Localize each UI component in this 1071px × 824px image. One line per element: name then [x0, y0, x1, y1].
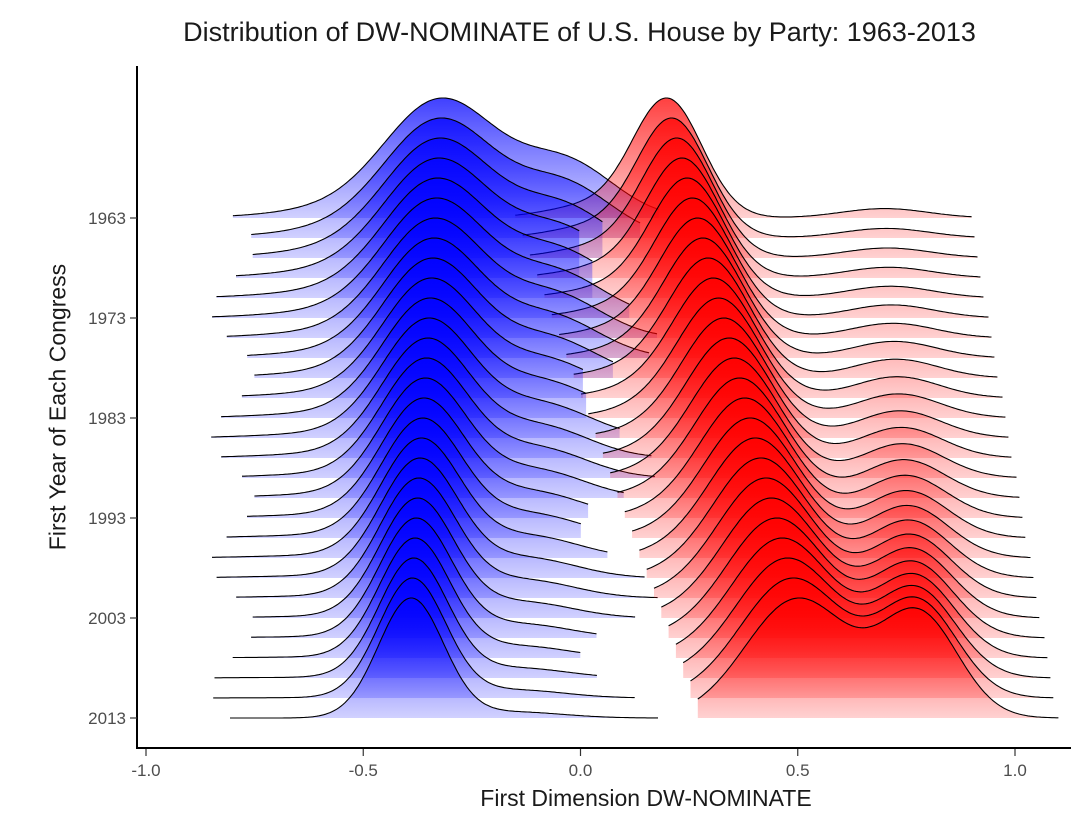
democrat-ridge-outline-1995: [226, 417, 581, 538]
republican-ridge-outline-1997: [639, 437, 1031, 559]
axes-layer: -1.0 -0.5 0.0 0.5 1.0 1963 1973 1983 1993 2003 201…: [88, 66, 1071, 780]
republican-ridge-outline-1965: [522, 117, 975, 238]
democrat-ridge-outline-1971: [216, 177, 593, 298]
republican-ridge-outline-1985: [595, 317, 1009, 438]
republican-ridge-outline-1991: [617, 377, 1020, 498]
x-tick-label: 1.0: [1003, 761, 1027, 780]
republican-ridge-outline-2013: [697, 597, 1059, 719]
x-tick-label: 0.0: [569, 761, 593, 780]
democrat-ridge-outline-1983: [221, 297, 587, 418]
democrat-ridge-outline-1973: [212, 197, 630, 318]
democrat-ridge-outline-1965: [251, 117, 641, 236]
ridges-layer: [211, 97, 1059, 719]
republican-ridge-outline-2011: [690, 577, 1054, 699]
democrat-ridge-outline-2013: [230, 597, 658, 719]
democrat-ridge-outline-1987: [221, 337, 652, 458]
republican-ridge-outline-1995: [631, 417, 1026, 538]
democrat-ridge-outline-2009: [214, 557, 597, 679]
y-tick-label: 2013: [88, 709, 126, 728]
democrat-ridge-outline-2007: [232, 537, 581, 659]
republican-ridge-outline-1993: [624, 397, 1023, 518]
democrat-ridge-2013: [230, 598, 658, 718]
x-axis-title: First Dimension DW-NOMINATE: [480, 785, 812, 811]
democrat-ridge-outline-1999: [216, 457, 645, 578]
y-tick-label: 1973: [88, 309, 126, 328]
democrat-ridge-outline-1975: [226, 217, 658, 337]
republican-ridge-outline-2003: [661, 497, 1040, 619]
republican-ridge-outline-1969: [537, 157, 981, 278]
democrat-ridge-outline-1985: [211, 317, 620, 438]
republican-ridge-2013: [697, 598, 1059, 718]
democrat-ridge-outline-2005: [251, 517, 597, 638]
y-tick-label: 2003: [88, 609, 126, 628]
x-tick-label: -1.0: [131, 761, 160, 780]
democrat-ridge-outline-1981: [241, 277, 584, 397]
x-tick-label: -0.5: [349, 761, 378, 780]
republican-ridge-outline-2001: [653, 477, 1037, 599]
democrat-ridge-outline-2003: [252, 497, 636, 618]
chart-title: Distribution of DW-NOMINATE of U.S. Hous…: [183, 17, 976, 47]
y-tick-label: 1983: [88, 409, 126, 428]
republican-ridge-outline-1979: [573, 257, 998, 378]
democrat-ridge-outline-1963: [232, 97, 659, 217]
democrat-ridge-outline-1989: [242, 357, 655, 477]
democrat-ridge-outline-2011: [213, 577, 635, 699]
y-tick-label: 1993: [88, 509, 126, 528]
democrat-ridge-outline-1979: [254, 257, 614, 376]
democrat-ridge-outline-1993: [247, 397, 589, 517]
democrat-ridge-outline-2001: [236, 477, 658, 599]
republican-ridge-outline-2009: [682, 557, 1051, 679]
republican-ridge-outline-1977: [566, 237, 995, 358]
republican-ridge-outline-1981: [580, 277, 1003, 398]
democrat-ridge-outline-1967: [252, 137, 603, 256]
democrat-ridge-outline-1991: [254, 377, 624, 497]
republican-ridge-outline-1971: [544, 177, 984, 298]
x-tick-label: 0.5: [786, 761, 810, 780]
democrat-ridge-outline-1997: [212, 437, 608, 558]
republican-ridge-outline-2007: [675, 537, 1048, 659]
republican-ridge-outline-1973: [551, 197, 989, 318]
republican-ridge-outline-1987: [602, 337, 1012, 458]
democrat-ridge-outline-1969: [235, 157, 580, 277]
y-tick-label: 1963: [88, 209, 126, 228]
republican-ridge-outline-2005: [668, 517, 1045, 639]
republican-ridge-outline-1967: [529, 137, 978, 258]
republican-ridge-outline-1983: [588, 297, 1006, 418]
republican-ridge-outline-1989: [610, 357, 1017, 478]
republican-ridge-outline-1999: [646, 457, 1034, 579]
democrat-ridge-outline-1977: [247, 237, 650, 356]
republican-ridge-outline-1975: [559, 217, 992, 338]
